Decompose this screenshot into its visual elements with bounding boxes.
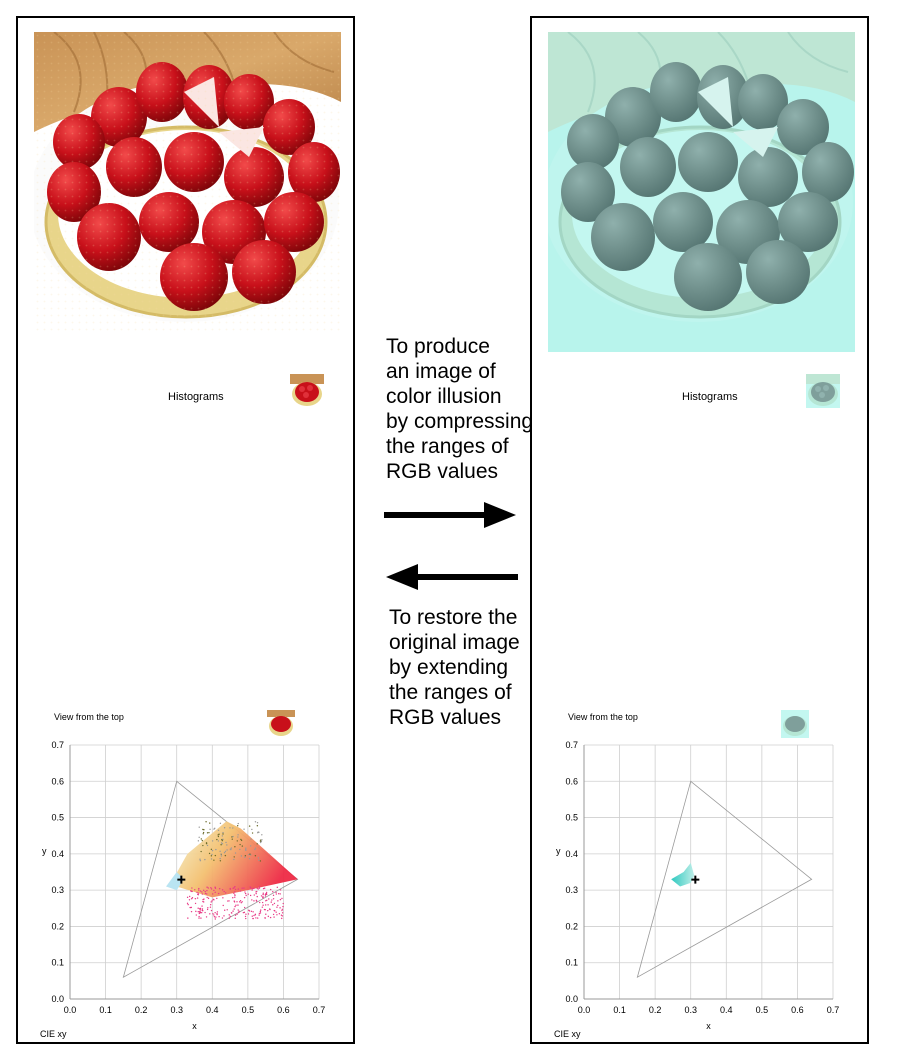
backward-line: original image bbox=[389, 631, 520, 654]
compressed-panel: Histograms Rx200255Gx200255Bx200255 View… bbox=[530, 16, 869, 1044]
arrow-right-icon bbox=[384, 502, 516, 528]
pixel-color-cloud bbox=[166, 821, 298, 920]
backward-line: To restore the bbox=[389, 606, 518, 629]
forward-line: an image of bbox=[386, 360, 496, 383]
y-tick-label: 0.1 bbox=[565, 958, 578, 968]
histograms-title: Histograms bbox=[168, 391, 224, 403]
histogram-group-right: Rx200255Gx200255Bx200255 bbox=[532, 18, 871, 318]
y-tick-label: 0.7 bbox=[51, 740, 64, 750]
y-tick-label: 0.7 bbox=[565, 740, 578, 750]
x-tick-label: 0.0 bbox=[64, 1005, 77, 1015]
x-tick-label: 0.2 bbox=[135, 1005, 148, 1015]
backward-line: the ranges of bbox=[389, 681, 512, 704]
y-tick-label: 0.6 bbox=[51, 776, 64, 786]
x-tick-label: 0.5 bbox=[756, 1005, 769, 1015]
strawberry-cluster-left bbox=[34, 32, 341, 332]
y-tick-label: 0.5 bbox=[565, 813, 578, 823]
y-tick-label: 0.4 bbox=[565, 849, 578, 859]
x-tick-label: 0.7 bbox=[313, 1005, 326, 1015]
forward-line: RGB values bbox=[386, 460, 499, 483]
view-thumbnail bbox=[781, 710, 809, 738]
y-tick-label: 0.3 bbox=[51, 885, 64, 895]
pixel-color-cloud bbox=[671, 862, 695, 887]
cie-corner-label: CIE xy bbox=[40, 1029, 67, 1039]
forward-line: To produce bbox=[386, 335, 490, 358]
y-tick-label: 0.2 bbox=[565, 921, 578, 931]
x-tick-label: 0.0 bbox=[578, 1005, 591, 1015]
y-tick-label: 0.0 bbox=[565, 994, 578, 1004]
strawberry-tart-photo bbox=[34, 32, 341, 332]
x-tick-label: 0.4 bbox=[206, 1005, 219, 1015]
strawberry-cluster-right bbox=[561, 62, 854, 311]
backward-line: by extending bbox=[389, 656, 509, 679]
y-tick-label: 0.2 bbox=[51, 921, 64, 931]
white-point-marker bbox=[691, 875, 700, 884]
srgb-gamut-triangle bbox=[636, 780, 813, 979]
view-thumbnail bbox=[267, 710, 295, 738]
x-tick-label: 0.2 bbox=[649, 1005, 662, 1015]
backward-description: To restore the original image by extendi… bbox=[389, 605, 520, 730]
forward-line: color illusion bbox=[386, 385, 502, 408]
x-axis-label: x bbox=[192, 1021, 197, 1031]
histogram-group-left: Rx200255Gx200255Bx200255 bbox=[18, 18, 357, 318]
y-tick-label: 0.4 bbox=[51, 849, 64, 859]
y-tick-label: 0.1 bbox=[51, 958, 64, 968]
y-tick-label: 0.3 bbox=[565, 885, 578, 895]
x-tick-label: 0.3 bbox=[684, 1005, 697, 1015]
x-axis-label: x bbox=[706, 1021, 711, 1031]
original-panel: Histograms Rx200255Gx200255Bx200255 View… bbox=[16, 16, 355, 1044]
backward-line: RGB values bbox=[389, 706, 502, 729]
tart-thumbnail bbox=[290, 374, 324, 408]
y-tick-label: 0.0 bbox=[51, 994, 64, 1004]
forward-line: the ranges of bbox=[386, 435, 509, 458]
srgb-gamut-triangle bbox=[122, 780, 299, 979]
histograms-title: Histograms bbox=[682, 391, 738, 403]
view-label: View from the top bbox=[568, 712, 638, 722]
y-tick-label: 0.6 bbox=[565, 776, 578, 786]
x-tick-label: 0.6 bbox=[791, 1005, 804, 1015]
y-axis-label: y bbox=[42, 846, 47, 856]
forward-line: by compressing bbox=[386, 410, 534, 433]
y-tick-label: 0.5 bbox=[51, 813, 64, 823]
tart-thumbnail-illusion bbox=[806, 374, 840, 408]
view-label: View from the top bbox=[54, 712, 124, 722]
y-axis-label: y bbox=[556, 846, 561, 856]
white-point-marker bbox=[177, 875, 186, 884]
x-tick-label: 0.5 bbox=[242, 1005, 255, 1015]
strawberry-tart-photo-illusion bbox=[548, 32, 855, 352]
arrow-left-icon bbox=[386, 564, 518, 590]
x-tick-label: 0.4 bbox=[720, 1005, 733, 1015]
x-tick-label: 0.1 bbox=[613, 1005, 626, 1015]
x-tick-label: 0.7 bbox=[827, 1005, 840, 1015]
x-tick-label: 0.3 bbox=[170, 1005, 183, 1015]
forward-description: To produce an image of color illusion by… bbox=[386, 334, 533, 484]
cie-corner-label: CIE xy bbox=[554, 1029, 581, 1039]
x-tick-label: 0.1 bbox=[99, 1005, 112, 1015]
x-tick-label: 0.6 bbox=[277, 1005, 290, 1015]
